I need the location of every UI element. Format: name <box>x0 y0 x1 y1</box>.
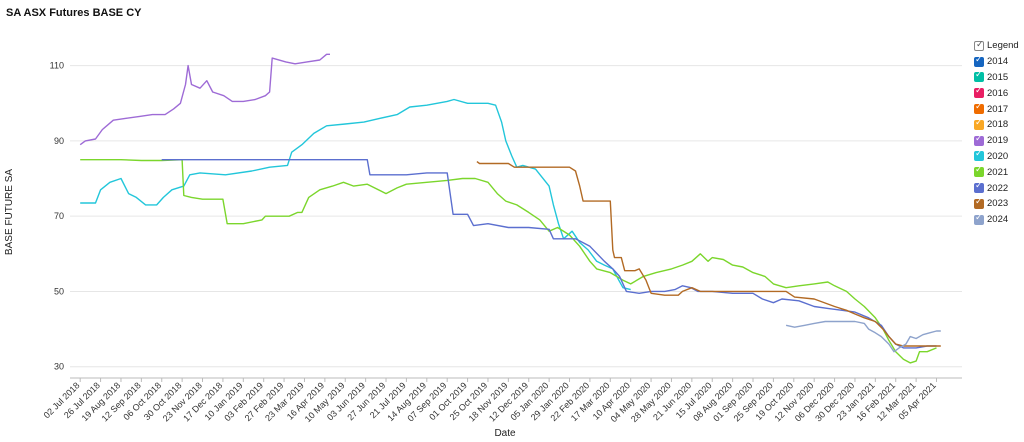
legend-item-label: 2015 <box>987 71 1009 83</box>
checkbox-icon[interactable]: ✓ <box>974 38 984 51</box>
legend-item-label: 2018 <box>987 119 1009 131</box>
y-axis: 30 50 70 90 110 <box>50 61 64 372</box>
legend: ✓ Legend ✓ 2014 ✓ 2015 ✓ 2016 ✓ 2017 ✓ 2018 ✓ 2019 ✓… <box>974 38 1022 228</box>
legend-item-2017[interactable]: ✓ 2017 <box>974 101 1022 117</box>
legend-item-2021[interactable]: ✓ 2021 <box>974 164 1022 180</box>
series-line-2024 <box>785 320 941 353</box>
checkbox-icon[interactable]: ✓ <box>974 117 984 130</box>
y-tick-label: 30 <box>54 362 64 372</box>
legend-item-2014[interactable]: ✓ 2014 <box>974 54 1022 70</box>
checkbox-icon[interactable]: ✓ <box>974 54 984 67</box>
legend-item-2024[interactable]: ✓ 2024 <box>974 212 1022 228</box>
x-axis-label: Date <box>494 428 516 439</box>
checkbox-icon[interactable]: ✓ <box>974 180 984 194</box>
y-axis-label: BASE FUTURE SA <box>4 169 15 255</box>
checkbox-icon[interactable]: ✓ <box>974 164 984 178</box>
checkbox-icon[interactable]: ✓ <box>974 133 984 146</box>
checkbox-icon[interactable]: ✓ <box>974 148 984 162</box>
series-line-2019 <box>79 53 330 146</box>
legend-header-label: Legend <box>987 40 1019 52</box>
legend-item-label: 2023 <box>987 198 1009 210</box>
legend-item-2015[interactable]: ✓ 2015 <box>974 69 1022 86</box>
series-line-2023 <box>476 161 941 347</box>
checkbox-icon[interactable]: ✓ <box>974 212 984 225</box>
y-tick-label: 70 <box>54 211 64 221</box>
checkbox-icon[interactable]: ✓ <box>974 85 984 99</box>
chart-title: SA ASX Futures BASE CY <box>6 7 142 19</box>
y-tick-label: 110 <box>50 61 64 71</box>
legend-item-label: 2020 <box>987 150 1009 162</box>
legend-item-label: 2024 <box>987 214 1009 226</box>
checkbox-icon[interactable]: ✓ <box>974 101 984 115</box>
legend-item-2020[interactable]: ✓ 2020 <box>974 148 1022 165</box>
legend-item-label: 2014 <box>987 56 1009 68</box>
legend-item-label: 2017 <box>987 103 1009 115</box>
series-line-2020 <box>80 98 631 291</box>
legend-item-label: 2021 <box>987 166 1009 178</box>
checkbox-icon[interactable]: ✓ <box>974 196 984 209</box>
series-line-2021 <box>80 158 937 364</box>
legend-item-2019[interactable]: ✓ 2019 <box>974 133 1022 149</box>
gridlines <box>70 65 962 368</box>
legend-item-label: 2019 <box>987 135 1009 147</box>
legend-item-label: 2022 <box>987 182 1009 194</box>
y-tick-label: 90 <box>54 136 64 146</box>
checkbox-icon[interactable]: ✓ <box>974 69 984 83</box>
series-lines <box>79 53 941 364</box>
y-tick-label: 50 <box>54 286 64 296</box>
legend-item-2023[interactable]: ✓ 2023 <box>974 196 1022 212</box>
legend-item-label: 2016 <box>987 87 1009 99</box>
legend-header[interactable]: ✓ Legend <box>974 38 1022 54</box>
legend-item-2016[interactable]: ✓ 2016 <box>974 85 1022 101</box>
legend-item-2018[interactable]: ✓ 2018 <box>974 117 1022 133</box>
legend-item-2022[interactable]: ✓ 2022 <box>974 180 1022 196</box>
